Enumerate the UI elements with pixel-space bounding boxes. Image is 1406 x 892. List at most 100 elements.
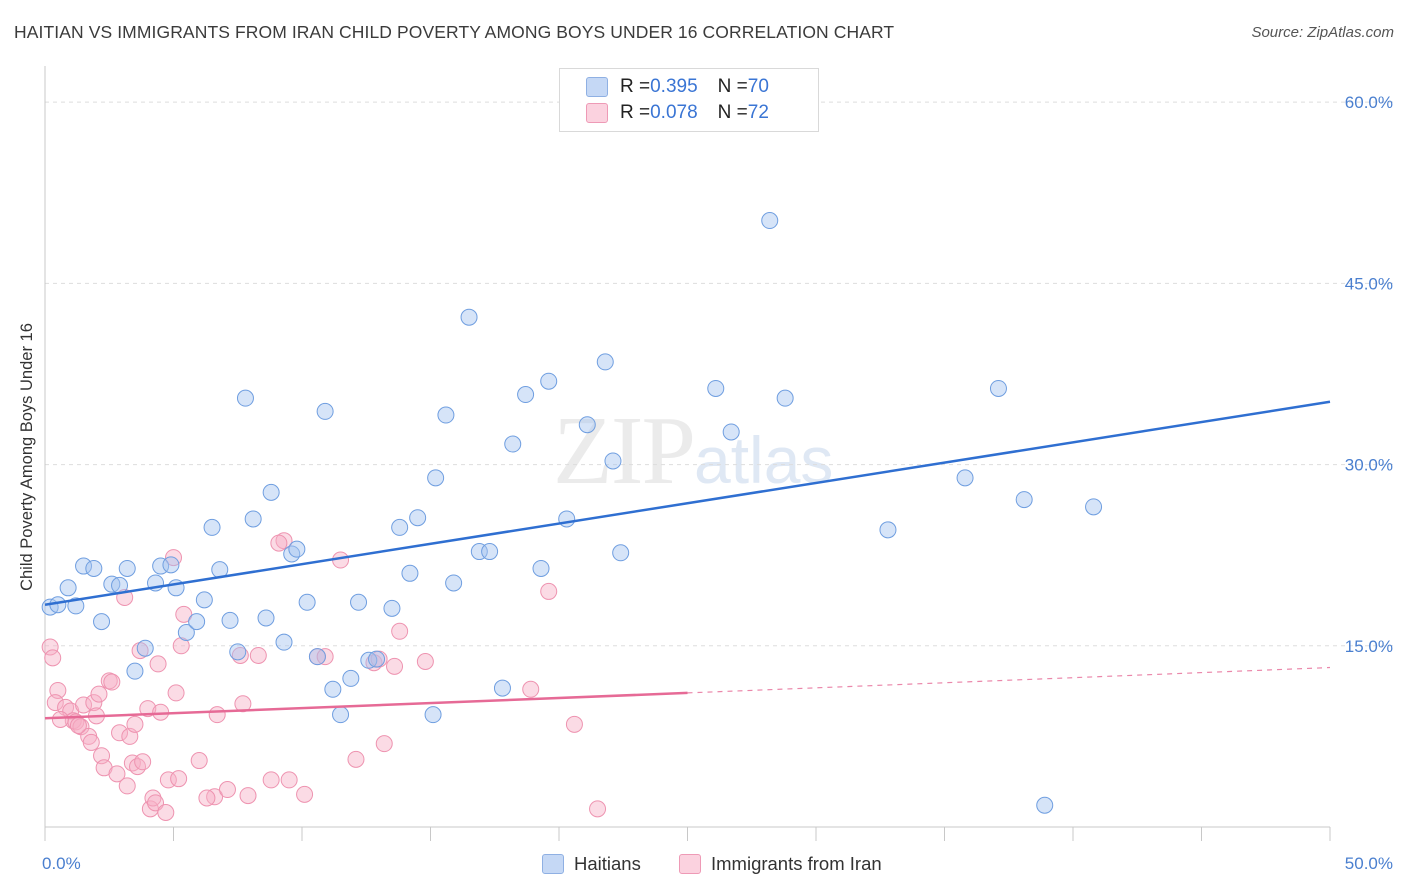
data-point-iran [296, 785, 314, 803]
data-point-haitian [308, 648, 326, 666]
y-tick-label: 60.0% [1345, 93, 1393, 112]
data-point-haitian [401, 564, 419, 582]
data-point-iran [144, 789, 162, 807]
legend-r-value: 0.395 [650, 76, 698, 97]
y-axis-label: Child Poverty Among Boys Under 16 [18, 323, 36, 591]
data-point-haitian [316, 402, 334, 420]
data-point-haitian [136, 639, 154, 657]
data-point-iran [175, 605, 193, 623]
legend-r-label: R = [620, 76, 651, 97]
legend-n-value: 72 [747, 102, 769, 123]
trend-lines [44, 400, 1331, 720]
data-point-haitian [707, 379, 725, 397]
data-point-iran [262, 771, 280, 789]
legend-r-value: 0.078 [650, 102, 698, 123]
data-point-iran [44, 649, 62, 667]
y-tick-label: 15.0% [1345, 637, 1393, 656]
trend-line-iran [44, 691, 688, 720]
data-point-iran [69, 717, 87, 735]
data-point-haitian [85, 559, 103, 577]
watermark-zip: ZIP [553, 397, 696, 505]
axes [44, 66, 1331, 841]
data-point-haitian [1036, 796, 1054, 814]
data-point-haitian [1015, 491, 1033, 509]
correlation-legend: R = 0.395 N = 70 R = 0.078 N = 72 [559, 68, 819, 132]
data-point-iran [589, 800, 607, 818]
data-point-haitian [298, 593, 316, 611]
data-point-haitian [288, 540, 306, 558]
data-point-haitian [504, 435, 522, 453]
data-point-haitian [445, 574, 463, 592]
axis-labels: 15.0% 30.0% 45.0% 60.0% 0.0% 50.0% Child Pover… [18, 93, 1393, 873]
watermark: ZIPatlas [553, 395, 833, 507]
data-point-iran [416, 652, 434, 670]
data-point-iran [129, 758, 147, 776]
grid-lines [45, 101, 1395, 647]
data-point-haitian [578, 416, 596, 434]
data-point-haitian [229, 643, 247, 661]
data-point-iran [280, 771, 298, 789]
bottom-legend-label: Haitians [574, 853, 641, 874]
data-point-haitian [612, 544, 630, 562]
data-point-haitian [956, 469, 974, 487]
data-point-haitian [262, 483, 280, 501]
data-point-haitian [1085, 498, 1103, 516]
data-point-iran [51, 710, 69, 728]
data-point-haitian [177, 624, 195, 642]
data-point-haitian [776, 389, 794, 407]
legend-row-haitians: R = 0.395 N = 70 [586, 74, 769, 100]
data-point-haitian [118, 559, 136, 577]
legend-row-iran: R = 0.078 N = 72 [586, 100, 769, 126]
data-point-iran [82, 733, 100, 751]
data-point-haitian [126, 662, 144, 680]
data-point-haitian [604, 452, 622, 470]
data-point-iran [149, 655, 167, 673]
x-tick-label: 0.0% [42, 854, 81, 873]
data-point-haitian [437, 406, 455, 424]
data-point-haitian [460, 308, 478, 326]
data-point-iran [111, 724, 129, 742]
data-point-haitian [368, 650, 386, 668]
bottom-legend-swatch-blue [542, 854, 564, 874]
data-point-iran [118, 777, 136, 795]
data-point-haitian [409, 509, 427, 527]
legend-n-label: N = [717, 102, 748, 123]
data-point-haitian [427, 469, 445, 487]
data-point-haitian [493, 679, 511, 697]
data-point-haitian [75, 557, 93, 575]
data-point-haitian [257, 609, 275, 627]
data-point-iran [565, 715, 583, 733]
legend-r-label: R = [620, 102, 651, 123]
data-point-haitian [879, 521, 897, 539]
data-point-iran [239, 787, 257, 805]
data-point-iran [85, 694, 103, 712]
data-point-iran [218, 781, 236, 799]
data-point-haitian [195, 591, 213, 609]
data-point-iran [108, 765, 126, 783]
data-point-iran [190, 752, 208, 770]
data-point-iran [90, 685, 108, 703]
data-point-iran [126, 715, 144, 733]
data-point-haitian [93, 613, 111, 631]
data-point-iran [386, 657, 404, 675]
data-point-haitian [517, 386, 535, 404]
data-point-iran [134, 753, 152, 771]
x-tick-label: 50.0% [1345, 854, 1393, 873]
bottom-legend-swatch-pink [679, 854, 701, 874]
data-point-iran [172, 637, 190, 655]
data-point-haitian [221, 611, 239, 629]
data-point-iran [152, 703, 170, 721]
data-point-haitian [424, 706, 442, 724]
legend-swatch-blue [586, 77, 608, 97]
data-point-iran [41, 638, 59, 656]
data-point-haitian [236, 389, 254, 407]
data-point-haitian [481, 543, 499, 561]
legend-n-label: N = [717, 76, 748, 97]
data-point-iran [234, 695, 252, 713]
data-point-haitian [283, 545, 301, 563]
data-point-haitian [383, 599, 401, 617]
data-point-iran [75, 696, 93, 714]
data-point-haitian [203, 518, 221, 536]
data-point-haitian [722, 423, 740, 441]
